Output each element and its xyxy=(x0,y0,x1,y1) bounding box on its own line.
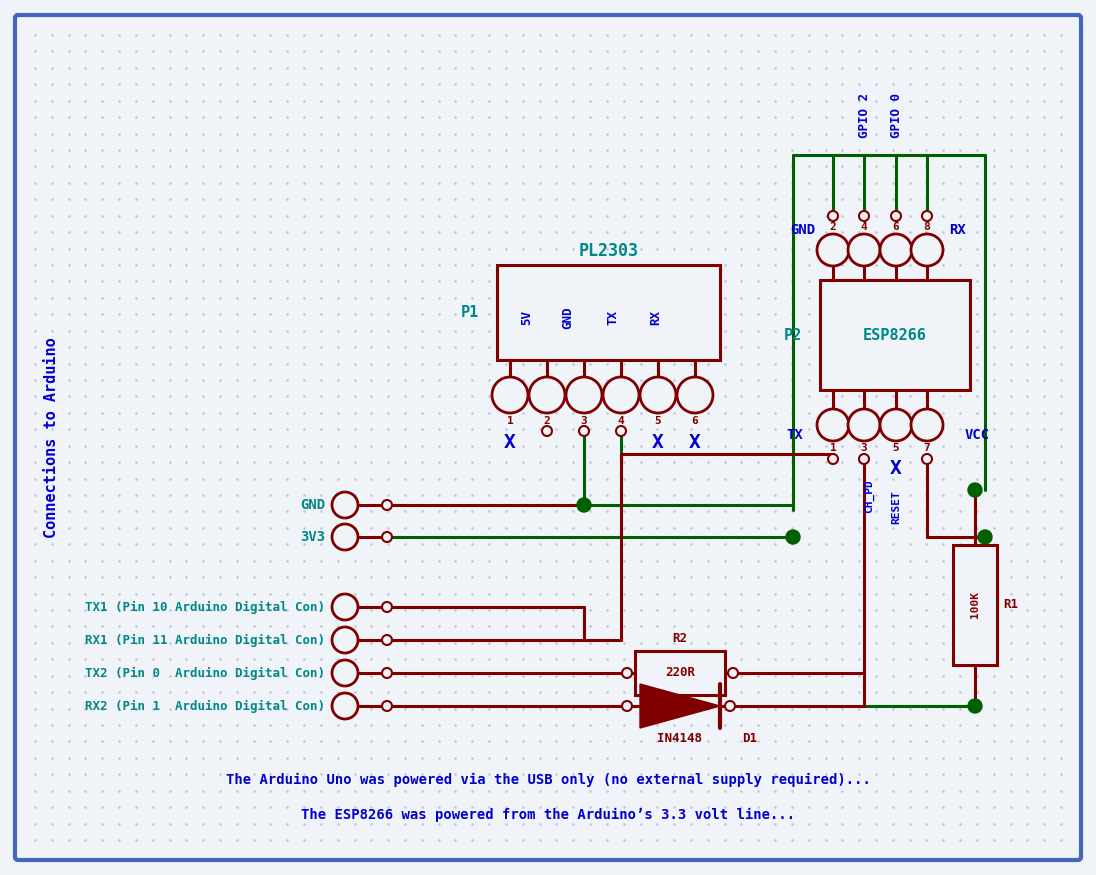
Text: GND: GND xyxy=(300,498,326,512)
Text: RX: RX xyxy=(949,223,966,237)
Bar xyxy=(496,265,720,360)
Circle shape xyxy=(880,409,912,441)
Circle shape xyxy=(891,211,901,221)
Circle shape xyxy=(848,409,880,441)
Circle shape xyxy=(817,234,849,266)
Circle shape xyxy=(817,409,849,441)
Text: The ESP8266 was powered from the Arduino’s 3.3 volt line...: The ESP8266 was powered from the Arduino… xyxy=(301,808,795,822)
Text: R2: R2 xyxy=(673,633,687,646)
Circle shape xyxy=(383,500,392,510)
Text: GPIO 2: GPIO 2 xyxy=(857,93,870,137)
Text: Connections to Arduino: Connections to Arduino xyxy=(45,337,59,538)
Circle shape xyxy=(922,454,932,464)
Text: RX2 (Pin 1  Arduino Digital Con): RX2 (Pin 1 Arduino Digital Con) xyxy=(85,699,326,712)
Text: X: X xyxy=(890,459,902,479)
Text: 1: 1 xyxy=(506,416,513,426)
Circle shape xyxy=(576,498,591,512)
Circle shape xyxy=(579,426,589,436)
Text: 6: 6 xyxy=(692,416,698,426)
Text: D1: D1 xyxy=(742,732,757,745)
Text: PL2303: PL2303 xyxy=(579,242,639,260)
Bar xyxy=(820,280,970,390)
Text: 2: 2 xyxy=(544,416,550,426)
Text: TX2 (Pin 0  Arduino Digital Con): TX2 (Pin 0 Arduino Digital Con) xyxy=(85,667,326,680)
Text: RX1 (Pin 11 Arduino Digital Con): RX1 (Pin 11 Arduino Digital Con) xyxy=(85,634,326,647)
Circle shape xyxy=(880,234,912,266)
Text: X: X xyxy=(652,433,664,452)
Text: 6: 6 xyxy=(892,222,900,232)
Text: GPIO 0: GPIO 0 xyxy=(890,93,902,137)
Circle shape xyxy=(383,668,392,678)
Circle shape xyxy=(922,211,932,221)
Text: 5: 5 xyxy=(892,443,900,453)
Text: P2: P2 xyxy=(784,327,802,342)
Text: P1: P1 xyxy=(460,305,479,320)
Circle shape xyxy=(566,377,602,413)
Text: 7: 7 xyxy=(924,443,931,453)
Circle shape xyxy=(332,660,358,686)
Circle shape xyxy=(616,426,626,436)
Circle shape xyxy=(728,668,738,678)
Text: 2: 2 xyxy=(830,222,836,232)
Circle shape xyxy=(968,483,982,497)
Text: R1: R1 xyxy=(1003,598,1018,612)
Text: IN4148: IN4148 xyxy=(658,732,703,745)
Text: X: X xyxy=(504,433,516,452)
Circle shape xyxy=(968,699,982,713)
Circle shape xyxy=(786,530,800,544)
Circle shape xyxy=(848,234,880,266)
Circle shape xyxy=(677,377,713,413)
Text: GND: GND xyxy=(561,306,574,329)
Text: GND: GND xyxy=(790,223,815,237)
Text: TX: TX xyxy=(606,310,619,325)
Text: 4: 4 xyxy=(618,416,625,426)
Text: CH_PD: CH_PD xyxy=(864,480,875,513)
Text: 220R: 220R xyxy=(665,667,695,680)
Circle shape xyxy=(640,377,676,413)
Text: 4: 4 xyxy=(860,222,867,232)
Circle shape xyxy=(911,234,943,266)
Circle shape xyxy=(383,701,392,711)
Circle shape xyxy=(332,693,358,719)
Circle shape xyxy=(827,454,838,464)
Circle shape xyxy=(911,409,943,441)
Circle shape xyxy=(383,602,392,612)
Circle shape xyxy=(332,594,358,620)
Circle shape xyxy=(332,492,358,518)
Text: ESP8266: ESP8266 xyxy=(863,327,927,342)
Circle shape xyxy=(859,211,869,221)
Bar xyxy=(954,545,997,665)
Text: 3: 3 xyxy=(860,443,867,453)
Text: X: X xyxy=(689,433,700,452)
Text: VCC: VCC xyxy=(964,428,990,442)
Circle shape xyxy=(492,377,528,413)
Circle shape xyxy=(529,377,566,413)
Circle shape xyxy=(543,426,552,436)
Text: 3: 3 xyxy=(581,416,587,426)
Text: The Arduino Uno was powered via the USB only (no external supply required)...: The Arduino Uno was powered via the USB … xyxy=(226,773,870,788)
Circle shape xyxy=(859,454,869,464)
Text: RESET: RESET xyxy=(891,490,901,524)
Text: 3V3: 3V3 xyxy=(300,530,326,544)
Bar xyxy=(635,651,724,695)
Text: 1: 1 xyxy=(830,443,836,453)
Circle shape xyxy=(623,701,632,711)
Text: TX: TX xyxy=(787,428,803,442)
Circle shape xyxy=(332,627,358,653)
Text: 8: 8 xyxy=(924,222,931,232)
Circle shape xyxy=(332,524,358,550)
Circle shape xyxy=(827,211,838,221)
Text: 100K: 100K xyxy=(970,592,980,619)
Circle shape xyxy=(724,701,735,711)
Circle shape xyxy=(978,530,992,544)
Polygon shape xyxy=(640,684,720,728)
Circle shape xyxy=(383,635,392,645)
Circle shape xyxy=(603,377,639,413)
Circle shape xyxy=(383,532,392,542)
Circle shape xyxy=(623,668,632,678)
Text: TX1 (Pin 10 Arduino Digital Con): TX1 (Pin 10 Arduino Digital Con) xyxy=(85,600,326,613)
Text: 5: 5 xyxy=(654,416,661,426)
Text: 5V: 5V xyxy=(521,310,534,325)
Text: RX: RX xyxy=(650,310,662,325)
